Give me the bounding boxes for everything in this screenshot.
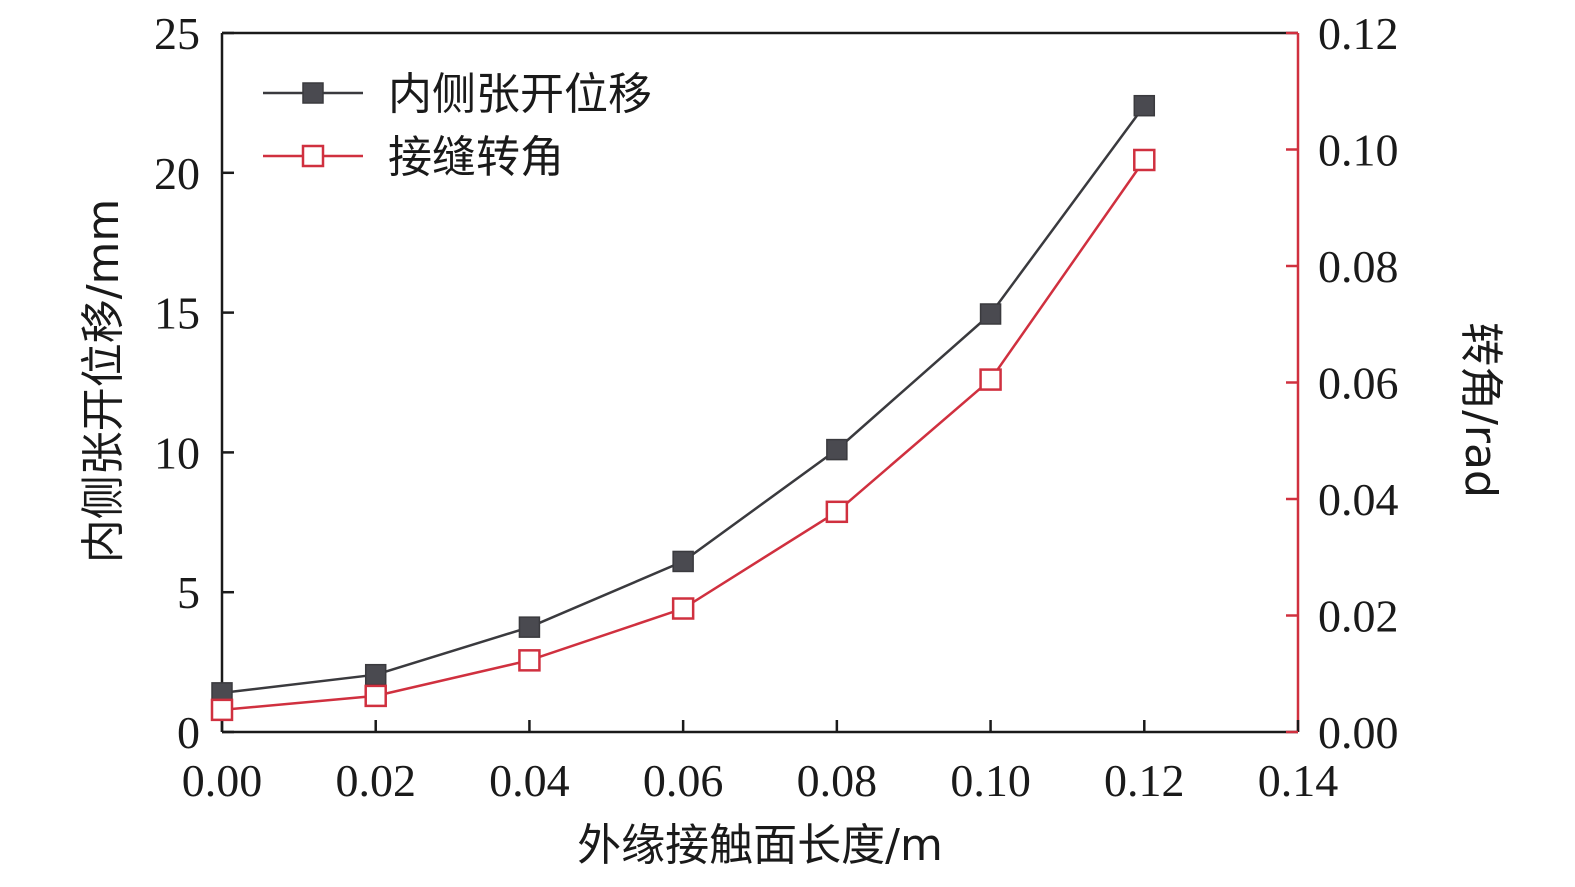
y2-tick-label: 0.06 [1318,358,1399,409]
x-tick-label: 0.02 [335,755,416,806]
y-axis-title: 内侧张开位移/mm [78,199,129,564]
y-tick-label: 5 [177,567,200,618]
series-1-point [825,500,849,524]
series-0-point [672,550,694,573]
x-tick-label: 0.10 [950,755,1031,806]
series-0-point [364,663,387,686]
y2-axis-ticks: 0.00 0.02 0.04 0.06 0.08 0.10 0.12 [1286,8,1399,758]
y2-tick-label: 0.10 [1318,125,1399,176]
x-tick-label: 0.14 [1258,755,1339,806]
series-1-point [210,698,234,722]
series-1-point [1133,148,1156,172]
series-0-point [1133,94,1156,117]
series-0-point [518,616,541,638]
x-axis-title: 外缘接触面长度/m [577,820,943,871]
y2-axis-title: 转角/rad [1455,322,1506,498]
series-1-point [364,684,387,708]
series-1-point [979,368,1002,391]
legend-marker [301,144,325,168]
legend-label: 接缝转角 [388,132,564,183]
y-tick-label: 25 [154,8,200,59]
x-tick-label: 0.00 [182,755,263,806]
x-tick-label: 0.12 [1104,755,1185,806]
y2-tick-label: 0.02 [1318,591,1399,642]
x-axis-ticks: 0.00 0.02 0.04 0.06 0.08 0.10 0.12 0.14 [182,720,1339,806]
y2-tick-label: 0.12 [1318,8,1399,59]
y-tick-label: 0 [177,707,200,758]
y-tick-label: 15 [154,288,200,339]
series-layer [210,94,1156,722]
y-axis-ticks: 0 5 10 15 20 25 [154,8,234,758]
y2-tick-label: 0.04 [1318,474,1399,525]
x-tick-label: 0.04 [489,755,570,806]
series-0-point [826,438,848,461]
series-1-point [671,597,695,620]
legend-marker [302,82,324,104]
series-0-point [979,303,1002,325]
y-tick-label: 10 [154,427,200,478]
y2-tick-label: 0.00 [1318,707,1399,758]
y-tick-label: 20 [154,148,200,199]
series-1-point [518,649,541,672]
y2-tick-label: 0.08 [1318,241,1399,292]
axes [220,31,1300,734]
x-tick-label: 0.06 [643,755,724,806]
legend-label: 内侧张开位移 [388,69,652,120]
series-1-line [221,159,1146,712]
x-tick-label: 0.08 [797,755,878,806]
